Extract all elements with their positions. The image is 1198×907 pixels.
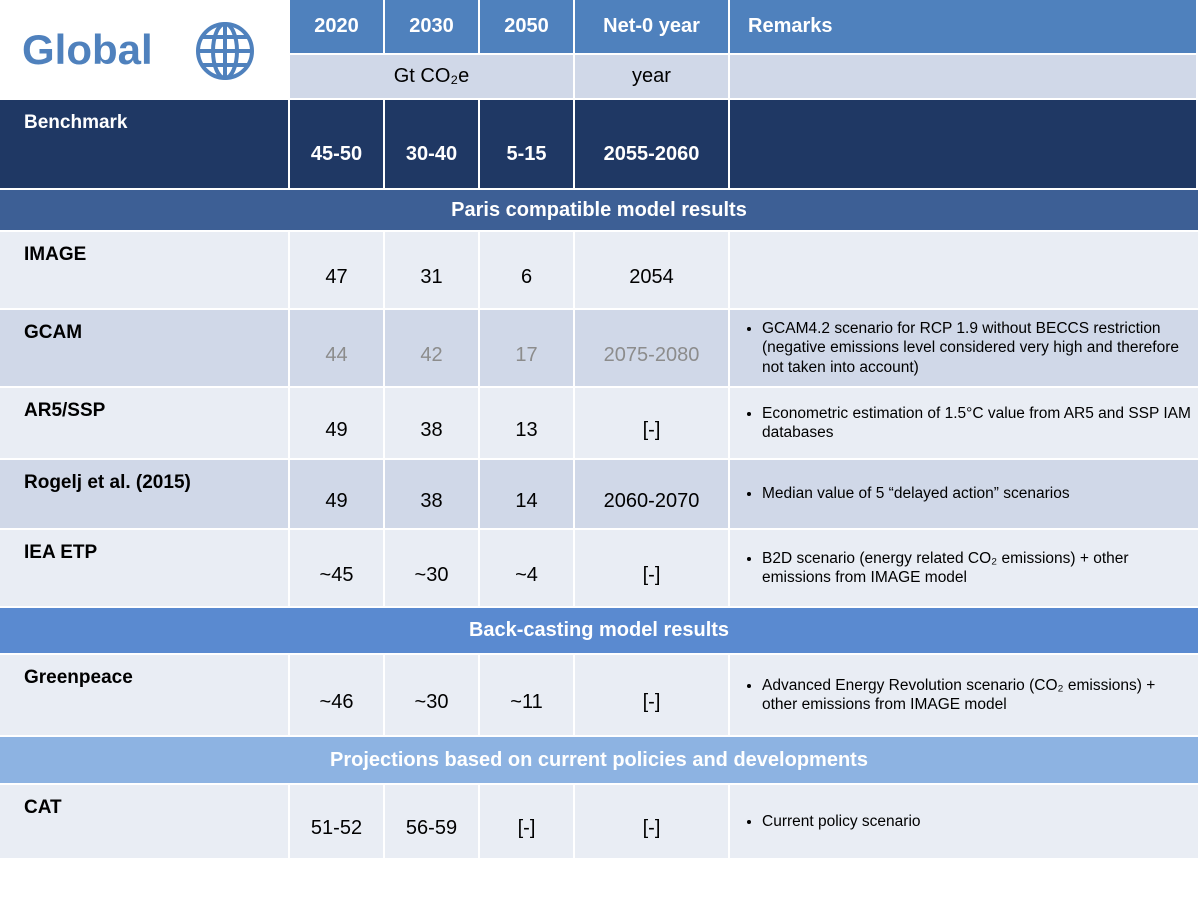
value: [-]	[575, 530, 728, 606]
remark-list: Current policy scenario	[744, 812, 921, 831]
value: 56-59	[385, 785, 478, 858]
column-header: 2030	[385, 0, 478, 53]
value: 51-52	[290, 785, 383, 858]
value: 44	[290, 310, 383, 386]
value: 38	[385, 460, 478, 528]
value: [-]	[575, 655, 728, 735]
benchmark-value: 45-50	[290, 100, 383, 188]
value: 2075-2080	[575, 310, 728, 386]
value: [-]	[480, 785, 573, 858]
value: 6	[480, 232, 573, 308]
remarks	[730, 232, 1198, 308]
remark-list: GCAM4.2 scenario for RCP 1.9 without BEC…	[744, 319, 1192, 377]
value: ~11	[480, 655, 573, 735]
value: ~4	[480, 530, 573, 606]
value: 47	[290, 232, 383, 308]
value: 31	[385, 232, 478, 308]
value: 38	[385, 388, 478, 458]
remarks: B2D scenario (energy related CO₂ emissio…	[730, 530, 1198, 606]
remarks: GCAM4.2 scenario for RCP 1.9 without BEC…	[730, 310, 1198, 386]
value: 2060-2070	[575, 460, 728, 528]
value: ~30	[385, 530, 478, 606]
remarks: Advanced Energy Revolution scenario (CO₂…	[730, 655, 1198, 735]
benchmark-value: 2055-2060	[575, 100, 728, 188]
value: ~30	[385, 655, 478, 735]
title: Global	[22, 26, 153, 73]
value: ~45	[290, 530, 383, 606]
value: 49	[290, 460, 383, 528]
remarks: Median value of 5 “delayed action” scena…	[730, 460, 1198, 528]
unit-empty	[730, 55, 1196, 98]
column-header: Remarks	[730, 0, 1196, 53]
remark: Current policy scenario	[762, 812, 921, 831]
remark: GCAM4.2 scenario for RCP 1.9 without BEC…	[762, 319, 1192, 377]
remarks: Econometric estimation of 1.5°C value fr…	[730, 388, 1198, 458]
unit: year	[575, 55, 728, 98]
remark: Advanced Energy Revolution scenario (CO₂…	[762, 676, 1192, 715]
value: 13	[480, 388, 573, 458]
globe-icon	[196, 22, 254, 80]
value: 2054	[575, 232, 728, 308]
benchmark-value: 5-15	[480, 100, 573, 188]
unit: Gt CO₂e	[290, 55, 573, 98]
remark-list: Advanced Energy Revolution scenario (CO₂…	[744, 676, 1192, 715]
row-label: IMAGE	[0, 232, 288, 308]
section-title: Paris compatible model results	[0, 190, 1198, 230]
remark-list: Econometric estimation of 1.5°C value fr…	[744, 404, 1192, 443]
row-label: CAT	[0, 785, 288, 858]
row-label: AR5/SSP	[0, 388, 288, 458]
column-header: 2050	[480, 0, 573, 53]
value: 49	[290, 388, 383, 458]
row-label: Benchmark	[0, 100, 288, 188]
column-header: 2020	[290, 0, 383, 53]
remark: B2D scenario (energy related CO₂ emissio…	[762, 549, 1192, 588]
value: [-]	[575, 388, 728, 458]
value: 14	[480, 460, 573, 528]
remarks: Current policy scenario	[730, 785, 1198, 858]
value: ~46	[290, 655, 383, 735]
benchmark-value: 30-40	[385, 100, 478, 188]
value: [-]	[575, 785, 728, 858]
row-label: Greenpeace	[0, 655, 288, 735]
remark-list: B2D scenario (energy related CO₂ emissio…	[744, 549, 1192, 588]
remark: Econometric estimation of 1.5°C value fr…	[762, 404, 1192, 443]
section-title: Back-casting model results	[0, 608, 1198, 653]
value: 17	[480, 310, 573, 386]
section-title: Projections based on current policies an…	[0, 737, 1198, 783]
value: 42	[385, 310, 478, 386]
row-label: GCAM	[0, 310, 288, 386]
benchmark-remarks	[730, 100, 1196, 188]
row-label: IEA ETP	[0, 530, 288, 606]
column-header: Net-0 year	[575, 0, 728, 53]
remark: Median value of 5 “delayed action” scena…	[762, 484, 1070, 503]
remark-list: Median value of 5 “delayed action” scena…	[744, 484, 1070, 503]
row-label: Rogelj et al. (2015)	[0, 460, 288, 528]
